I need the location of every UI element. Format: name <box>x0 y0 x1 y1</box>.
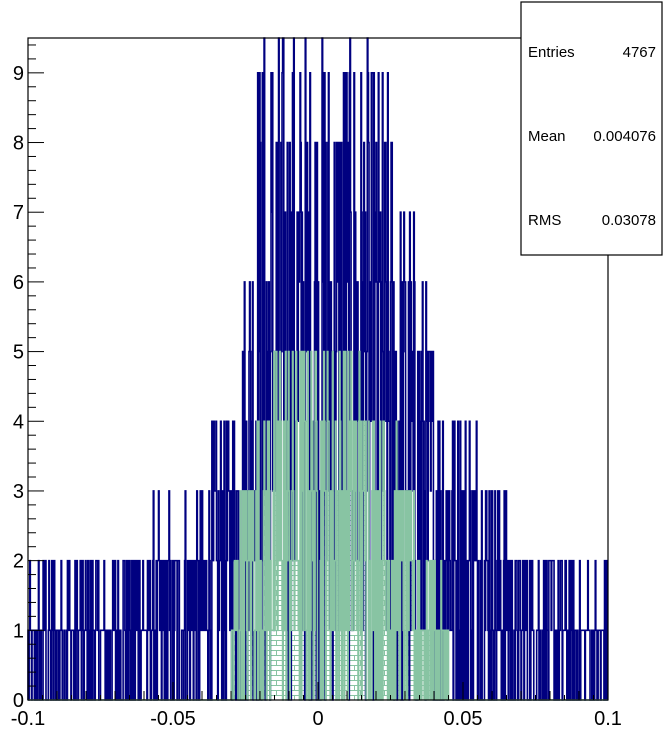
stat-entries-label: Entries <box>528 44 575 61</box>
stats-box: Entries 4767 Mean 0.004076 RMS 0.03078 <box>520 1 663 256</box>
y-tick-label: 4 <box>13 411 24 433</box>
y-tick-label: 9 <box>13 63 24 85</box>
y-tick-label: 1 <box>13 620 24 642</box>
x-tick-label: 0.1 <box>594 708 622 730</box>
x-tick-label: -0.1 <box>11 708 45 730</box>
x-tick-label: 0 <box>312 708 323 730</box>
stat-mean-label: Mean <box>528 128 566 145</box>
stat-rms-label: RMS <box>528 212 561 229</box>
stat-rms-value: 0.03078 <box>602 212 656 229</box>
y-tick-label: 7 <box>13 202 24 224</box>
y-tick-label: 5 <box>13 342 24 364</box>
y-tick-label: 0 <box>13 690 24 712</box>
y-tick-label: 8 <box>13 133 24 155</box>
x-tick-label: -0.05 <box>150 708 196 730</box>
stat-mean-value: 0.004076 <box>593 128 656 145</box>
stat-entries-value: 4767 <box>623 44 656 61</box>
y-tick-label: 6 <box>13 272 24 294</box>
axes-layer: -0.1 -0.05 0 0.05 0.1 0 1 2 3 4 5 6 7 8 9 <box>11 37 622 730</box>
stats-box-frame <box>520 1 663 256</box>
y-tick-label: 3 <box>13 481 24 503</box>
y-tick-label: 2 <box>13 551 24 573</box>
x-tick-label: 0.05 <box>444 708 483 730</box>
